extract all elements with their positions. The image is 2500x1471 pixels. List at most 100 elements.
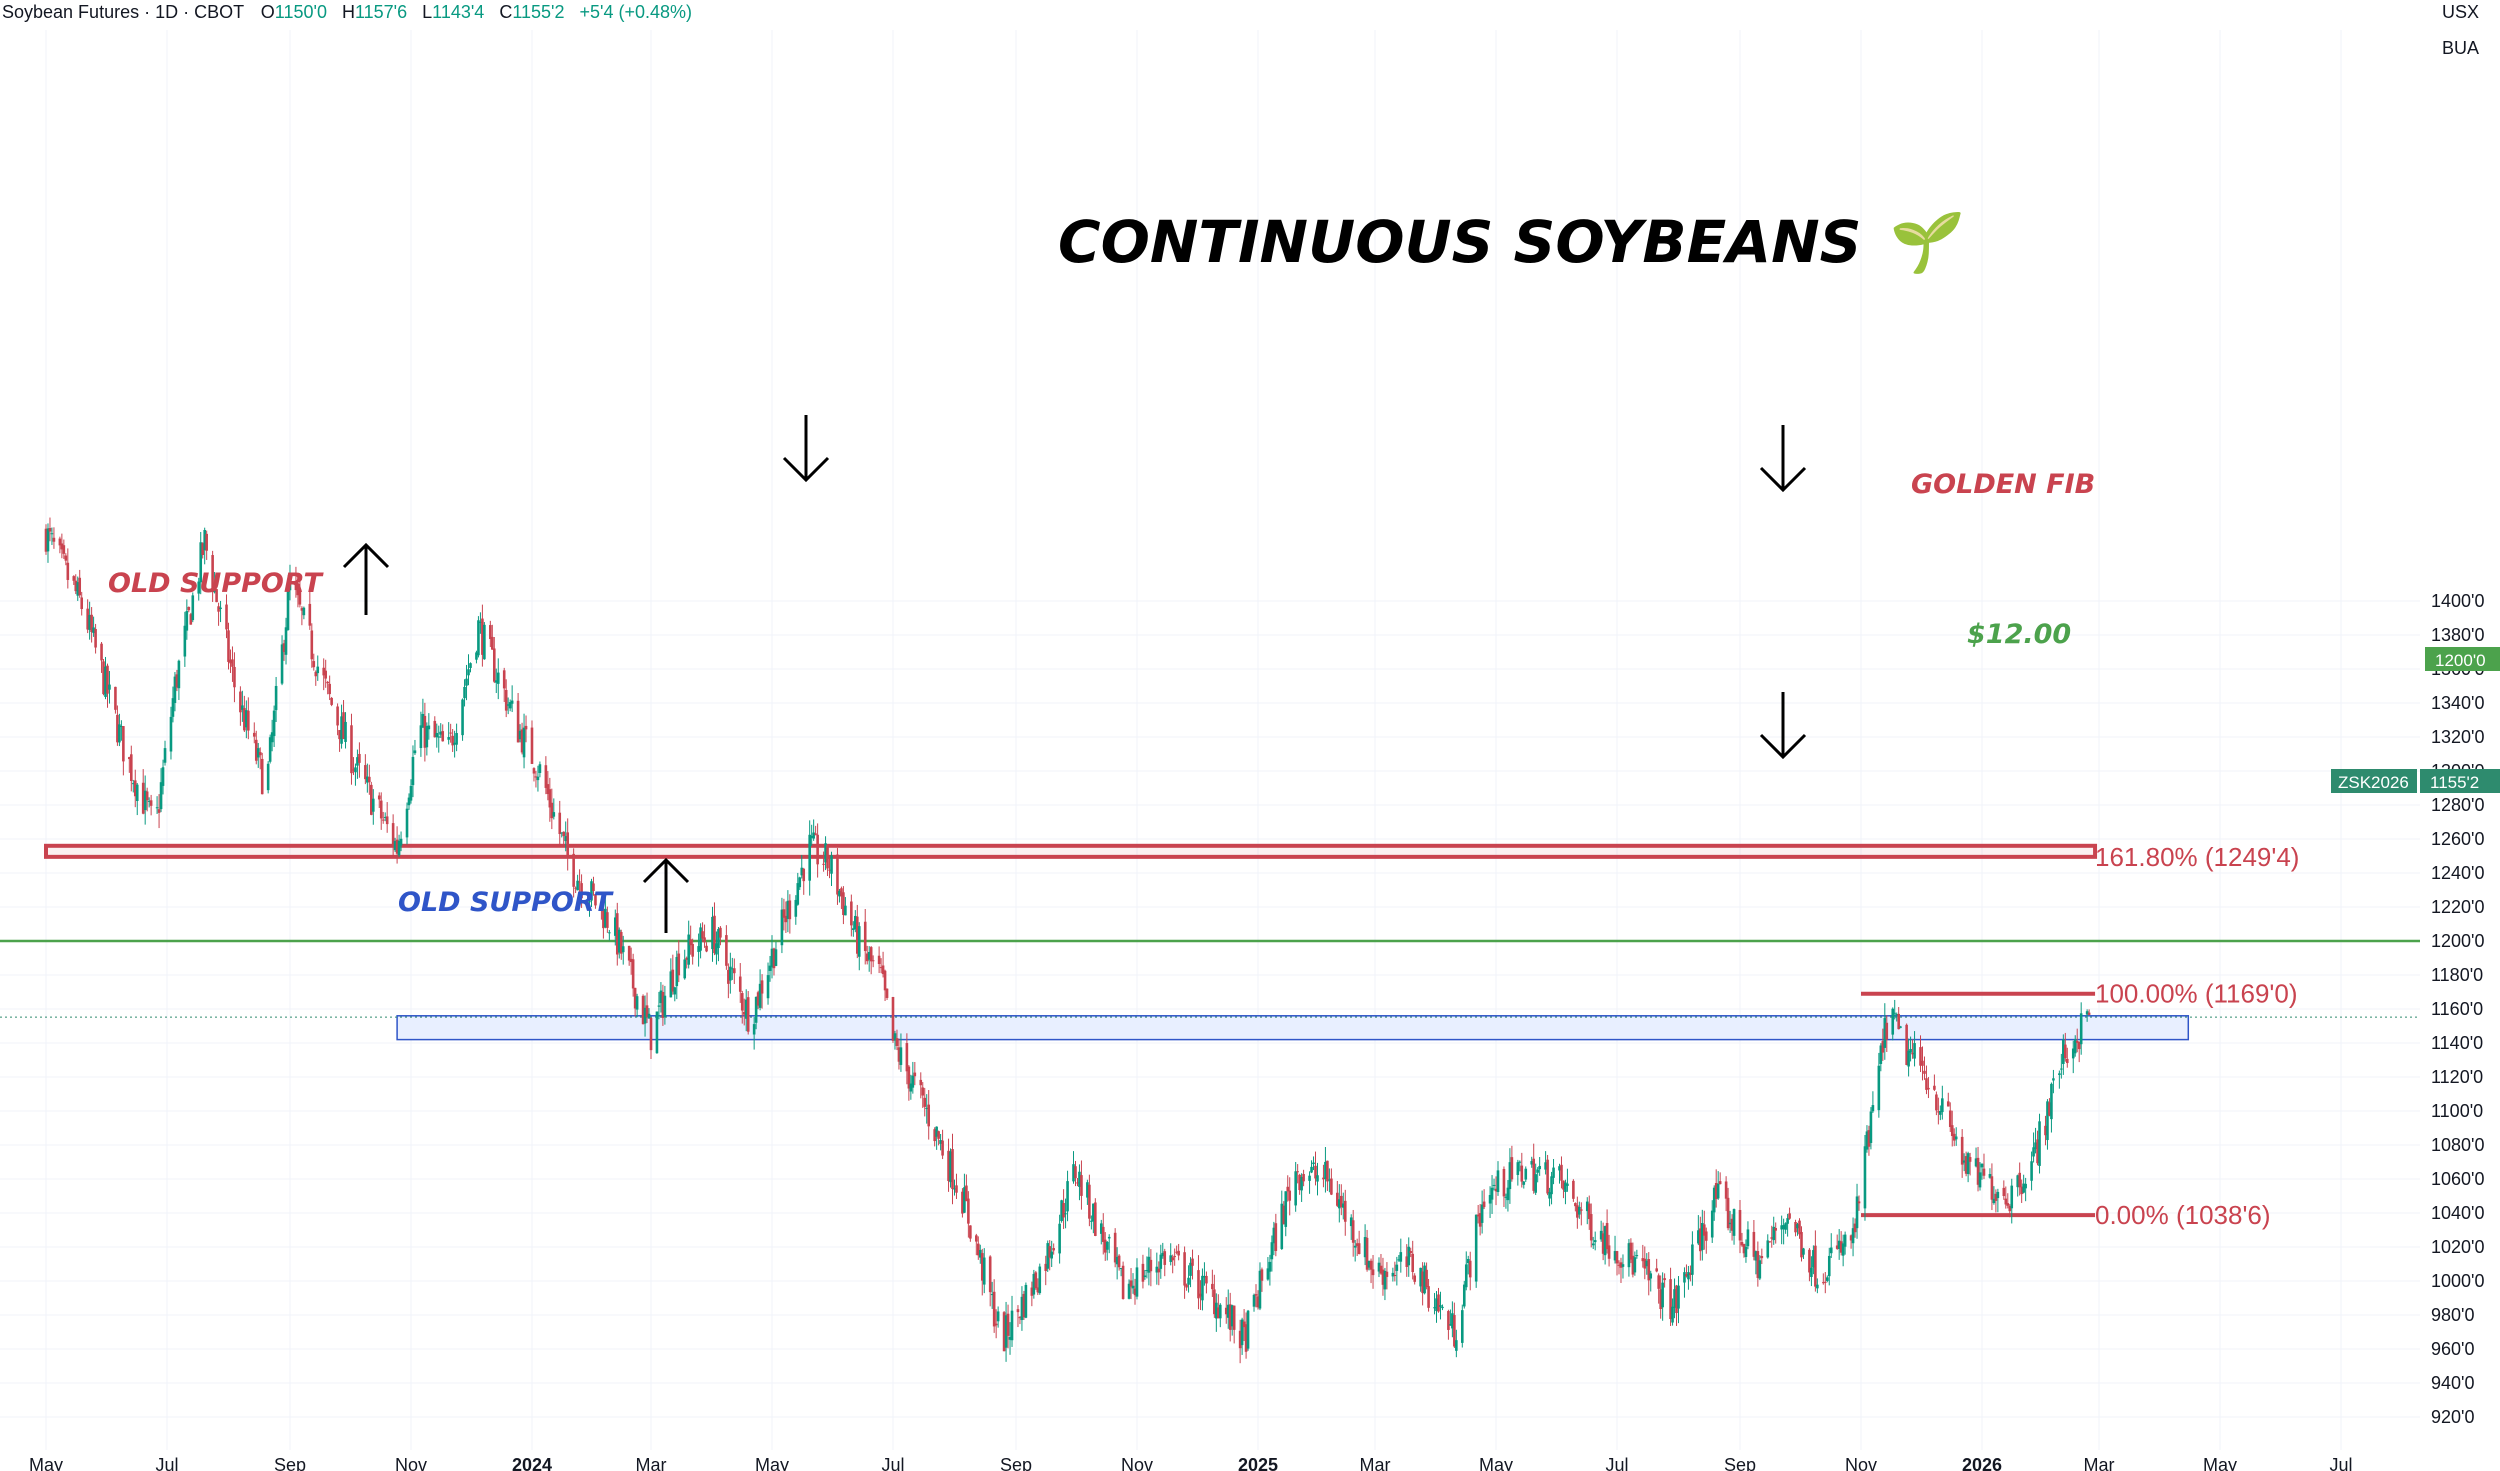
candle [1960,1129,1964,1178]
candle [1822,1273,1825,1285]
y-tick-label: 1100'0 [2431,1101,2483,1121]
up-arrow-icon [342,542,390,615]
candle [1435,1291,1438,1323]
candle [159,768,163,813]
candle [1199,1280,1202,1311]
candle [798,876,802,890]
old-support-blue-label: OLD SUPPORT [398,887,614,918]
x-tick-label: Jul [1606,1455,1629,1471]
candle [784,901,788,933]
candle [1371,1254,1375,1289]
candle [1217,1294,1220,1319]
candle [1464,1251,1468,1291]
candle [383,812,387,822]
candle [322,658,326,691]
candle [1460,1304,1464,1348]
candle [2062,1034,2065,1075]
candle [1300,1173,1303,1202]
candle [1218,1303,1222,1328]
candle [731,957,734,980]
candle [1756,1241,1760,1287]
candle [580,874,583,908]
candle [1183,1246,1186,1299]
candle [1603,1225,1607,1265]
candle [213,572,216,594]
candle [1175,1245,1178,1255]
candle [1157,1261,1161,1286]
candle [268,734,272,764]
support-zones [44,843,2190,1041]
candle [205,530,208,560]
candle [1716,1171,1720,1200]
price-line-label: $12.00 [1967,619,2071,650]
candle [1088,1174,1091,1227]
candle [504,679,508,718]
candle [1397,1255,1401,1262]
candle [854,910,857,933]
candle [725,925,728,970]
candle [586,895,589,905]
candle [1131,1273,1135,1294]
candle [1367,1260,1371,1271]
candle [310,623,314,668]
candle [465,664,468,701]
candle [371,789,375,825]
candle [857,922,861,971]
candle [453,730,456,758]
candle [1224,1297,1228,1324]
time-axis[interactable]: May Jul Sep Nov 2024 Mar May Jul Sep Nov 2025 Mar Ma… [29,1455,2353,1471]
candle [1006,1304,1010,1349]
candle [1627,1239,1631,1277]
candle [1280,1190,1284,1250]
candle [1615,1250,1619,1276]
candle [377,792,381,809]
candle [1879,1043,1883,1072]
x-tick-label: May [2203,1455,2237,1471]
candle [328,675,331,701]
candle [992,1279,996,1333]
candle [1159,1244,1163,1279]
candle [1816,1278,1819,1294]
candle [1808,1248,1811,1282]
candle [252,722,256,744]
candle [114,686,117,714]
candle [433,716,437,738]
candle [1480,1190,1484,1234]
candle [1760,1248,1764,1265]
candle [1004,1301,1008,1362]
candle [92,616,95,637]
candle [155,796,159,814]
annotation-arrows [342,415,1807,933]
candle [399,831,403,852]
y-tick-label: 1380'0 [2431,625,2485,645]
candle [183,611,187,667]
candle [1794,1219,1797,1237]
candle [2024,1177,2027,1202]
candle [657,991,661,1020]
candle [1191,1249,1194,1280]
candle [613,909,617,946]
candle [893,1030,897,1050]
candle [760,974,764,1009]
candle [905,1033,909,1085]
y-tick-label: 1060'0 [2431,1169,2485,1189]
candle [282,639,286,661]
y-tick-label: 1140'0 [2431,1033,2483,1053]
candle [1439,1291,1442,1320]
legend-close-value: 1155'2 [512,2,564,22]
candle [496,658,500,700]
candle [1038,1263,1042,1295]
candle [937,1130,940,1146]
candle [510,685,514,713]
candle [1865,1125,1869,1153]
candle [703,924,706,948]
candle [120,720,123,741]
candle [300,606,304,626]
candle [1171,1254,1174,1274]
candle [1377,1257,1381,1278]
candle [197,577,201,601]
candle [1129,1268,1133,1300]
candle [621,935,625,965]
candle [683,949,687,980]
